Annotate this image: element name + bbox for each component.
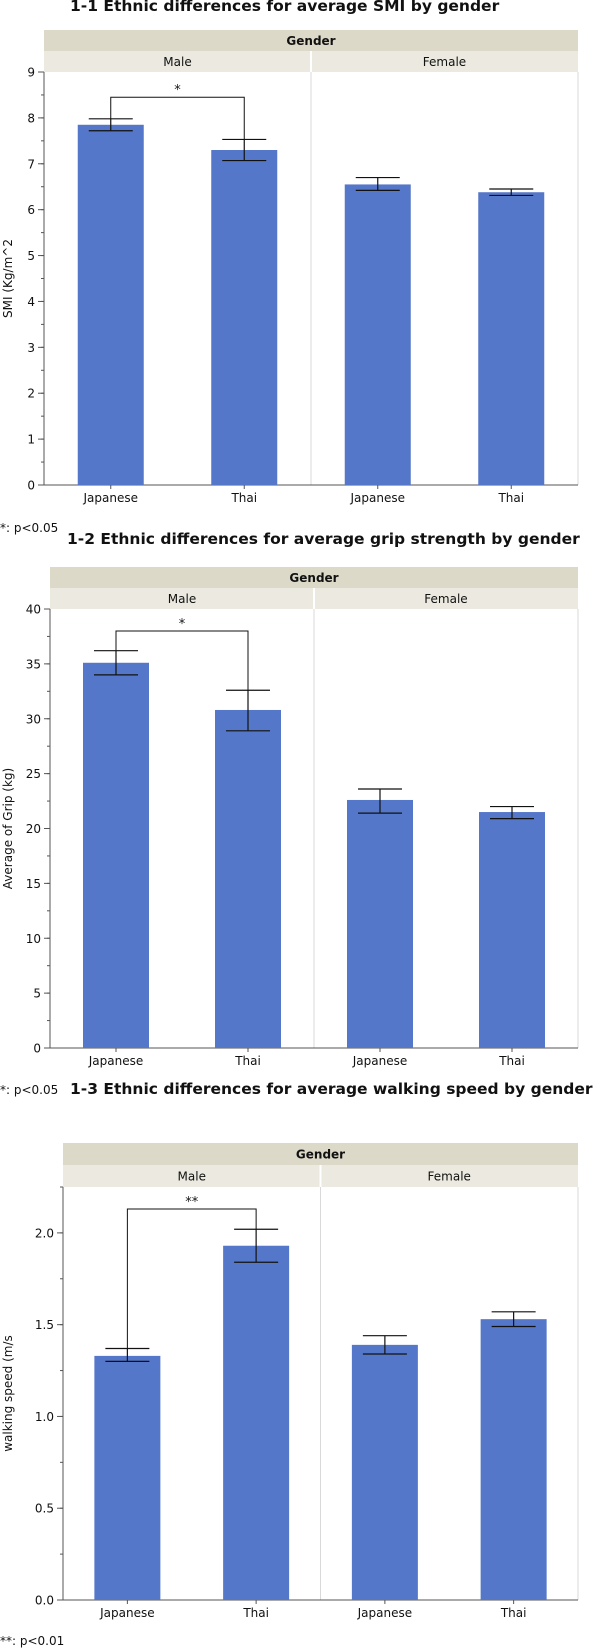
y-tick-label: 0: [33, 1042, 41, 1056]
y-tick-label: 9: [27, 66, 35, 80]
chart-title: 1-1 Ethnic differences for average SMI b…: [70, 0, 500, 15]
y-tick-label: 1.5: [35, 1318, 54, 1332]
group-label: Male: [168, 592, 196, 606]
y-tick-label: 40: [26, 603, 41, 617]
group-label: Male: [178, 1170, 206, 1184]
y-axis-label: walking speed (m/s: [1, 1335, 15, 1452]
y-tick-label: 10: [26, 932, 41, 946]
y-tick-label: 1: [27, 433, 35, 447]
bar: [94, 1355, 161, 1600]
y-tick-label: 3: [27, 341, 35, 355]
group-label: Female: [423, 55, 466, 69]
group-label: Male: [163, 55, 191, 69]
bar: [347, 799, 413, 1048]
y-tick-label: 4: [27, 295, 35, 309]
y-tick-label: 25: [26, 767, 41, 781]
x-tick-label: Japanese: [88, 1054, 144, 1068]
bar: [215, 709, 281, 1048]
y-tick-label: 20: [26, 822, 41, 836]
facet-header-label: Gender: [296, 1148, 345, 1162]
significance-marker: *: [179, 617, 186, 632]
bar: [478, 192, 545, 485]
bar: [480, 1319, 547, 1600]
x-tick-label: Thai: [230, 491, 257, 505]
bar-chart-grip: Gender Male Female 0 5 10 15 20 25 30 35 40 Average …: [1, 567, 579, 1068]
y-tick-label: 6: [27, 203, 35, 217]
bar: [223, 1245, 290, 1600]
facet-header: [63, 1143, 578, 1165]
y-tick-label: 0.5: [35, 1502, 54, 1516]
y-tick-label: 35: [26, 657, 41, 671]
y-tick-label: 30: [26, 712, 41, 726]
bar: [479, 812, 545, 1048]
y-axis-label: SMI (Kg/m^2: [1, 239, 15, 318]
bar: [77, 124, 144, 486]
facet-header: [44, 30, 578, 51]
bar: [83, 662, 149, 1048]
y-tick-label: 2: [27, 387, 35, 401]
significance-footnote: *: p<0.05: [0, 521, 59, 535]
y-tick-label: 1.0: [35, 1410, 54, 1424]
significance-bracket: [126, 1208, 257, 1349]
y-axis-label: Average of Grip (kg): [1, 768, 15, 889]
y-tick-label: 7: [27, 157, 35, 171]
significance-marker: *: [174, 83, 181, 98]
chart-panel-smi: 1-1 Ethnic differences for average SMI b…: [0, 0, 608, 540]
x-tick-label: Thai: [497, 491, 524, 505]
bar: [344, 184, 411, 485]
x-tick-label: Thai: [234, 1054, 261, 1068]
y-tick-label: 8: [27, 111, 35, 125]
x-tick-label: Thai: [500, 1606, 527, 1620]
bar: [211, 150, 278, 485]
significance-bracket: [115, 630, 249, 691]
significance-footnote: **: p<0.01: [0, 1634, 65, 1648]
group-label: Female: [424, 592, 467, 606]
chart-title: 1-2 Ethnic differences for average grip …: [67, 530, 580, 548]
group-label: Female: [428, 1170, 471, 1184]
facet-header-label: Gender: [289, 571, 338, 585]
significance-bracket: [110, 96, 245, 140]
y-tick-label: 0: [27, 479, 35, 493]
y-tick-label: 0.0: [35, 1594, 54, 1608]
y-tick-label: 2.0: [35, 1226, 54, 1240]
x-tick-label: Thai: [498, 1054, 525, 1068]
y-tick-label: 15: [26, 877, 41, 891]
x-tick-label: Japanese: [99, 1606, 155, 1620]
bar-chart-smi: Gender Male Female 0 1 2 3 4 5 6 7 8 9 SMI (Kg/m^2 Jap…: [1, 30, 579, 505]
x-tick-label: Japanese: [357, 1606, 413, 1620]
y-tick-label: 5: [27, 249, 35, 263]
facet-header: [50, 567, 578, 588]
chart-title: 1-3 Ethnic differences for average walki…: [70, 1080, 593, 1098]
facet-header-label: Gender: [286, 34, 335, 48]
significance-marker: **: [185, 1195, 199, 1210]
x-tick-label: Japanese: [352, 1054, 408, 1068]
x-tick-label: Japanese: [350, 491, 406, 505]
chart-panel-grip: 1-2 Ethnic differences for average grip …: [0, 530, 580, 1097]
y-tick-label: 5: [33, 987, 41, 1001]
bar: [351, 1344, 418, 1600]
significance-footnote: *: p<0.05: [0, 1083, 59, 1097]
x-tick-label: Thai: [242, 1606, 269, 1620]
x-tick-label: Japanese: [83, 491, 139, 505]
